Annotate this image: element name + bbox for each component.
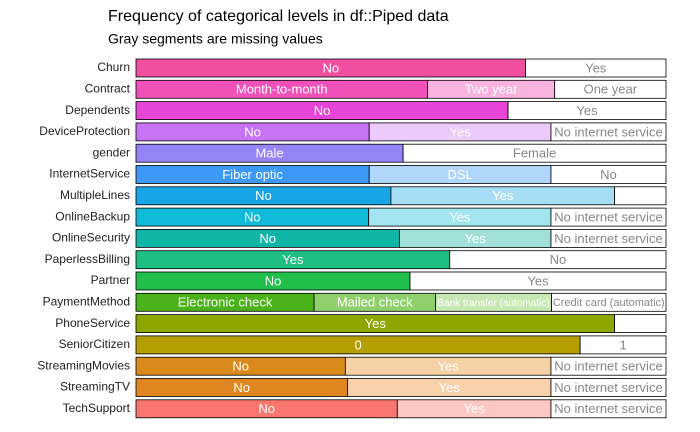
segment-label: Yes — [439, 380, 461, 395]
segment-label: Yes — [365, 316, 387, 331]
segment-label: Yes — [492, 188, 514, 203]
bar-segment — [579, 335, 667, 355]
segment-label: Electronic check — [178, 295, 273, 310]
row-label: MultipleLines — [60, 188, 130, 202]
segment-label: Yes — [438, 359, 460, 374]
bar-segment — [550, 122, 667, 142]
row-label: gender — [93, 145, 130, 159]
row-label: PhoneService — [55, 316, 130, 330]
segment-label: Yes — [465, 231, 487, 246]
chart-title: Frequency of categorical levels in df::P… — [108, 8, 449, 25]
segment-label: Male — [255, 146, 283, 161]
segment-label: Month-to-month — [236, 82, 328, 97]
segment-label: Female — [513, 146, 556, 161]
bar-segment — [402, 143, 667, 163]
segment-label: No — [550, 252, 567, 267]
segment-label: No internet service — [554, 231, 662, 246]
segment-label: No — [244, 124, 261, 139]
row-label: PaymentMethod — [43, 294, 130, 308]
row-label: TechSupport — [63, 401, 131, 415]
segment-label: No internet service — [554, 124, 662, 139]
segment-label: No — [258, 401, 275, 416]
segment-label: Two year — [465, 82, 518, 97]
segment-label: Yes — [449, 124, 471, 139]
segment-label: Mailed check — [337, 295, 413, 310]
row-label: StreamingMovies — [37, 358, 130, 372]
bar-segment — [525, 58, 667, 78]
row-label: OnlineBackup — [55, 209, 130, 223]
row-label: Churn — [97, 60, 130, 74]
segment-label: One year — [584, 82, 638, 97]
segment-label: DSL — [447, 167, 472, 182]
segment-label: Yes — [585, 60, 607, 75]
row-label: Contract — [85, 81, 131, 95]
segment-label: Bank transfer (automatic) — [437, 298, 549, 309]
segment-label: No — [600, 167, 617, 182]
segment-label: No internet service — [554, 401, 662, 416]
bar-segment — [507, 101, 667, 120]
row-label: StreamingTV — [60, 380, 130, 394]
segment-label: No — [265, 273, 282, 288]
segment-label: No — [232, 359, 249, 374]
bar-segment — [550, 165, 667, 184]
row-label: Dependents — [65, 103, 130, 117]
segment-label: Credit card (automatic) — [553, 297, 665, 309]
segment-label: No internet service — [554, 210, 662, 225]
row-label: DeviceProtection — [39, 124, 130, 138]
bar-segment — [551, 292, 667, 312]
bar-segment — [614, 314, 667, 334]
bar-segment — [550, 207, 667, 227]
row-label: Partner — [91, 273, 130, 287]
bar-segment — [614, 186, 667, 206]
segment-label: No — [244, 210, 261, 225]
segment-label: No internet service — [554, 380, 662, 395]
bar-segment — [550, 356, 667, 376]
row-label: PaperlessBilling — [45, 252, 130, 266]
segment-label: No — [255, 188, 272, 203]
segment-label: 0 — [354, 337, 361, 352]
segment-label: No internet service — [554, 359, 662, 374]
segment-label: Yes — [527, 273, 549, 288]
segment-label: No — [259, 231, 276, 246]
segment-label: Fiber optic — [222, 167, 283, 182]
segment-label: Yes — [576, 103, 598, 118]
segment-label: No — [322, 60, 339, 75]
chart-subtitle: Gray segments are missing values — [108, 31, 323, 47]
segment-label: 1 — [619, 337, 626, 352]
bar-segment — [550, 399, 667, 419]
segment-label: No — [314, 103, 331, 118]
row-label: OnlineSecurity — [52, 231, 130, 245]
segment-label: Yes — [449, 210, 471, 225]
row-label: InternetService — [49, 167, 130, 181]
segment-label: Yes — [464, 401, 486, 416]
bar-segment — [409, 271, 667, 291]
row-label: SeniorCitizen — [59, 337, 130, 351]
bar-segment — [550, 228, 667, 248]
bar-segment — [449, 250, 667, 270]
segment-label: No — [233, 380, 250, 395]
segment-label: Yes — [282, 252, 304, 267]
bar-segment — [550, 378, 667, 397]
bar-segment — [554, 79, 667, 99]
